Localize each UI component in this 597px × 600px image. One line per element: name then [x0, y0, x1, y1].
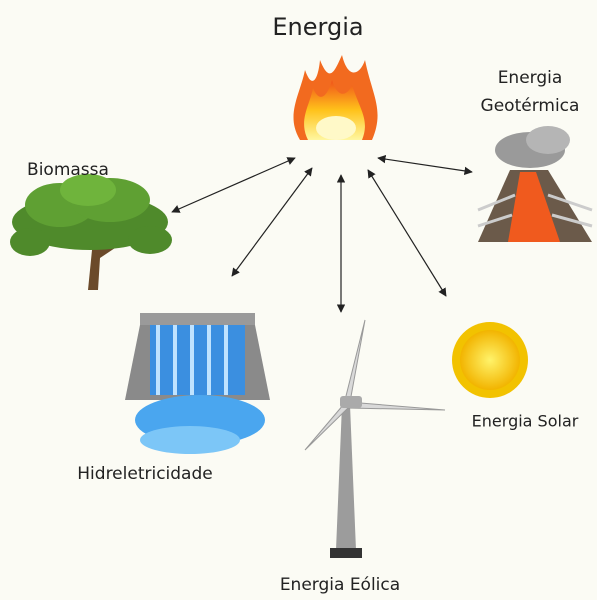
sun-icon [452, 322, 528, 398]
wind-turbine-icon-part [340, 396, 362, 408]
dam-icon [125, 313, 270, 454]
node-label: Hidreletricidade [77, 464, 212, 484]
background [0, 0, 597, 596]
node-label: Geotérmica [481, 96, 580, 116]
dam-icon-part [150, 325, 245, 395]
energy-diagram: Energia Biomassa Energia Geotérmica [0, 0, 597, 596]
tree-icon-part [10, 228, 50, 256]
node-label: Energia Solar [472, 412, 579, 431]
page: {"title": "Energia", "nodes": [ {"label"… [0, 0, 597, 596]
node-label: Energia Eólica [280, 575, 400, 595]
dam-icon-part [140, 313, 255, 325]
dam-icon-part [140, 426, 240, 454]
page-body: Energia Biomassa Energia Geotérmica [0, 0, 597, 596]
fire-icon-part [316, 116, 356, 140]
sun-icon-part [460, 330, 520, 390]
volcano-icon-part [526, 126, 570, 154]
title: Energia [272, 13, 363, 41]
wind-turbine-icon-part [330, 548, 362, 558]
node-label: Energia [498, 68, 563, 88]
tree-icon-part [128, 226, 172, 254]
node-label: Biomassa [27, 160, 109, 180]
